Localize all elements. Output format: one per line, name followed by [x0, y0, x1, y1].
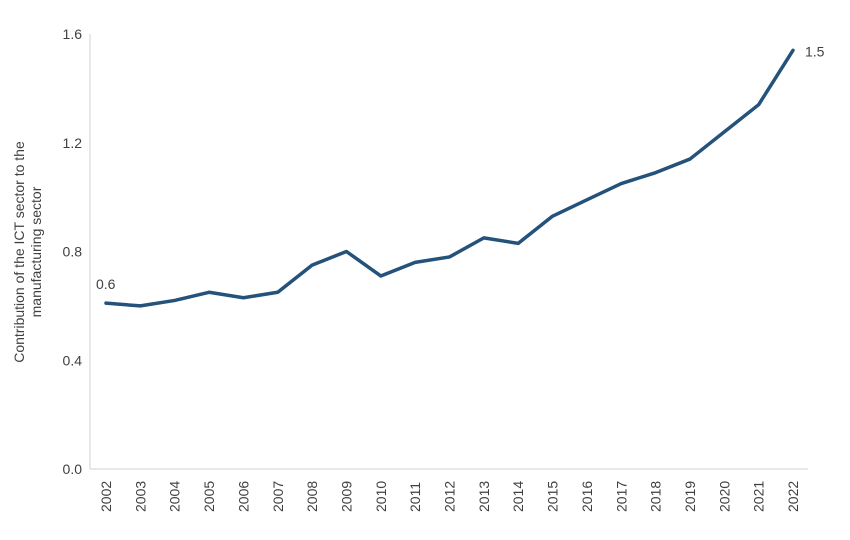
y-tick-label: 0.0 [63, 461, 83, 477]
x-tick-label: 2019 [682, 481, 698, 512]
data-point [551, 214, 555, 218]
data-point [310, 263, 314, 267]
x-tick-label: 2015 [545, 481, 561, 512]
data-label: 1.5 [805, 43, 825, 59]
x-tick-label: 2002 [98, 481, 114, 512]
x-tick-label: 2005 [201, 481, 217, 512]
y-tick-label: 0.4 [63, 352, 83, 368]
x-tick-label: 2008 [304, 481, 320, 512]
x-tick-label: 2011 [407, 482, 423, 512]
data-point [241, 296, 245, 300]
data-point [344, 250, 348, 253]
x-tick-label: 2004 [167, 481, 183, 512]
x-tick-label: 2020 [716, 481, 732, 512]
data-point [173, 298, 177, 302]
x-tick-label: 2017 [613, 481, 629, 512]
series-line [104, 48, 795, 308]
x-tick-label: 2018 [648, 481, 664, 512]
x-tick-label: 2009 [338, 481, 354, 512]
data-point [688, 157, 692, 161]
y-tick-label: 1.2 [63, 135, 83, 151]
data-point [138, 304, 142, 308]
x-tick-label: 2007 [270, 481, 286, 512]
data-point [207, 290, 211, 294]
data-point [722, 130, 726, 134]
data-point [619, 182, 623, 186]
data-point [379, 274, 383, 278]
y-tick-label: 1.6 [63, 26, 83, 42]
data-label: 0.6 [96, 276, 116, 292]
data-point [448, 255, 451, 259]
x-tick-label: 2010 [373, 481, 389, 512]
y-axis-label-line: manufacturing sector [28, 186, 44, 317]
y-tick-label: 0.8 [63, 244, 83, 260]
data-point [757, 103, 761, 107]
data-point [276, 290, 280, 294]
x-tick-label: 2016 [579, 481, 595, 512]
data-point [516, 241, 520, 245]
x-tick-label: 2006 [235, 481, 251, 512]
data-point [791, 48, 795, 52]
x-tick-label: 2021 [751, 481, 767, 512]
x-tick-label: 2003 [132, 481, 148, 512]
data-point [413, 260, 417, 264]
x-tick-label: 2012 [442, 481, 458, 512]
data-point [654, 171, 658, 175]
x-tick-label: 2014 [510, 481, 526, 512]
y-axis-label-line: Contribution of the ICT sector to the [11, 141, 27, 363]
data-point [482, 236, 486, 240]
x-tick-label: 2013 [476, 481, 492, 512]
data-point [585, 198, 589, 202]
data-point [104, 301, 108, 305]
x-tick-label: 2022 [785, 481, 801, 512]
y-axis-label: Contribution of the ICT sector to the man… [11, 141, 44, 363]
